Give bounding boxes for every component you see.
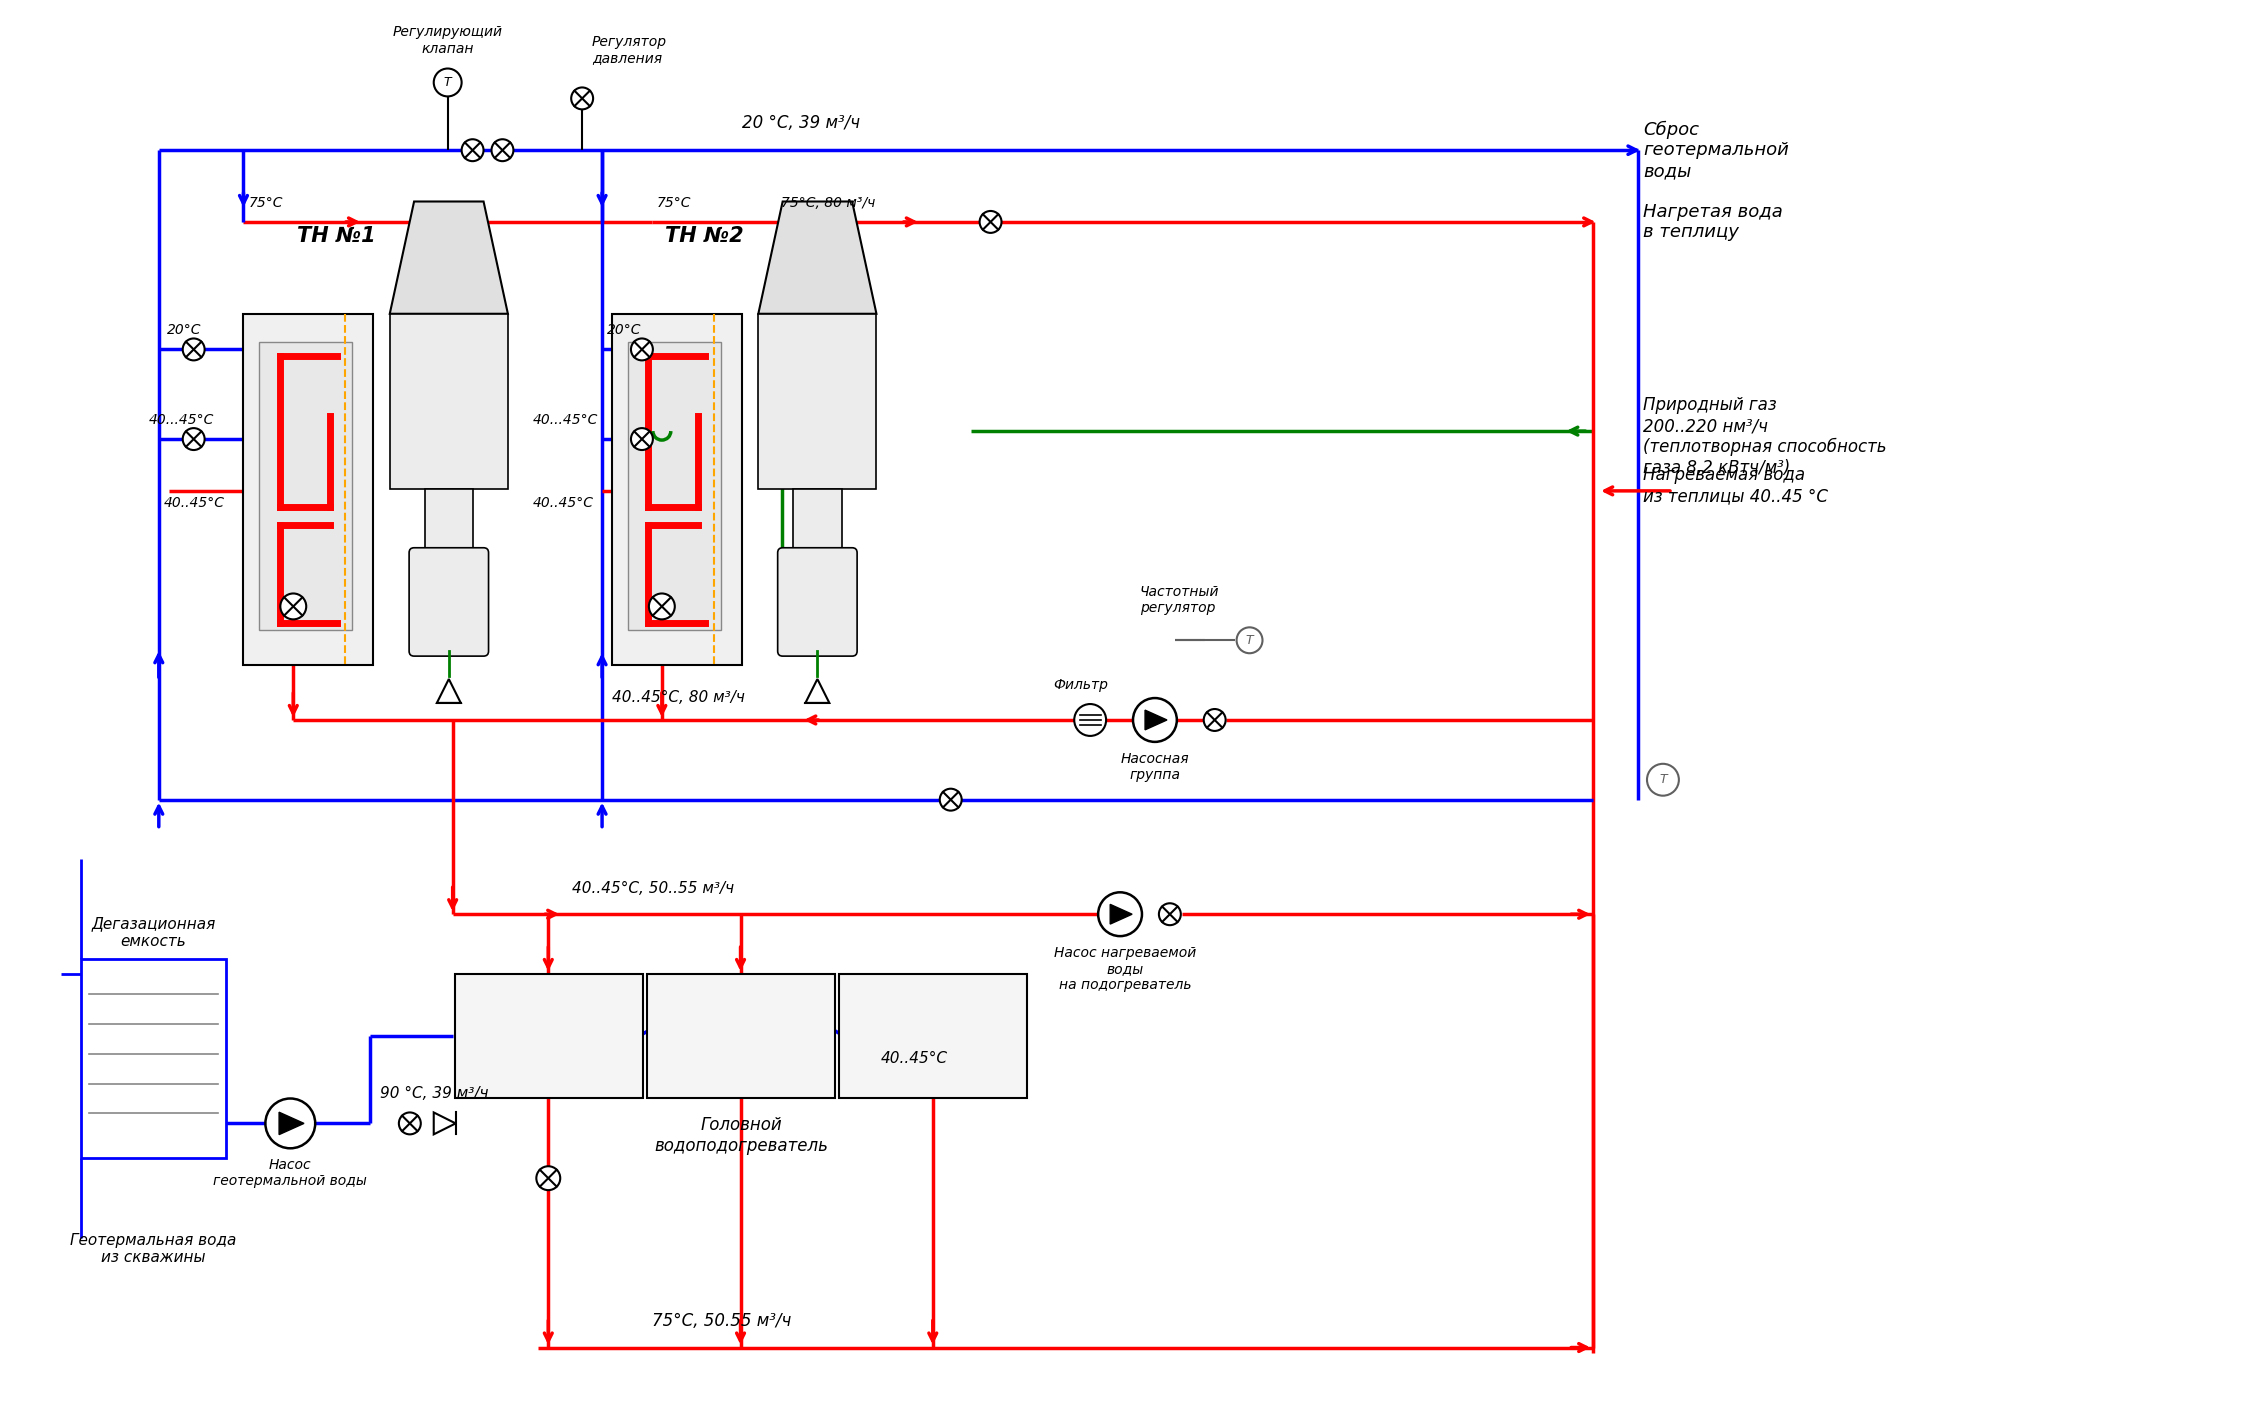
Text: Регулирующий
клапан: Регулирующий клапан — [392, 26, 503, 56]
Polygon shape — [1111, 904, 1132, 924]
FancyBboxPatch shape — [424, 490, 474, 553]
FancyBboxPatch shape — [243, 314, 374, 665]
Text: 20°C: 20°C — [608, 324, 642, 337]
Circle shape — [939, 788, 962, 811]
Text: 40..45°C, 50..55 м³/ч: 40..45°C, 50..55 м³/ч — [572, 881, 735, 897]
FancyBboxPatch shape — [82, 960, 225, 1158]
FancyBboxPatch shape — [778, 548, 857, 655]
Circle shape — [1236, 627, 1263, 653]
Text: Регулятор
давления: Регулятор давления — [592, 36, 667, 66]
Circle shape — [980, 211, 1002, 233]
Text: Насос нагреваемой
воды
на подогреватель: Насос нагреваемой воды на подогреватель — [1055, 947, 1195, 992]
FancyBboxPatch shape — [612, 314, 742, 665]
Text: 40..45°C, 80 м³/ч: 40..45°C, 80 м³/ч — [612, 690, 744, 705]
Circle shape — [1159, 904, 1182, 925]
Text: Природный газ
200..220 нм³/ч
(теплотворная способность
газа 8,2 кВтч/м³): Природный газ 200..220 нм³/ч (теплотворн… — [1642, 396, 1887, 477]
Polygon shape — [438, 680, 460, 703]
Polygon shape — [433, 1112, 456, 1134]
FancyBboxPatch shape — [794, 490, 841, 553]
Polygon shape — [390, 201, 508, 314]
Circle shape — [184, 338, 204, 360]
Text: 20 °C, 39 м³/ч: 20 °C, 39 м³/ч — [742, 114, 860, 133]
Text: T: T — [445, 76, 451, 89]
Text: Насос
геотермальной воды: Насос геотермальной воды — [213, 1158, 367, 1188]
Text: 40...45°C: 40...45°C — [150, 413, 213, 427]
FancyBboxPatch shape — [758, 314, 875, 490]
Text: 75°C, 80 м³/ч: 75°C, 80 м³/ч — [782, 196, 875, 210]
Text: 20°C: 20°C — [168, 324, 202, 337]
Circle shape — [572, 87, 594, 110]
Text: Дегазационная
емкость: Дегазационная емкость — [91, 917, 215, 950]
Text: Насосная
группа: Насосная группа — [1120, 753, 1188, 783]
Polygon shape — [279, 1112, 304, 1135]
FancyBboxPatch shape — [454, 974, 642, 1098]
Circle shape — [631, 428, 653, 450]
Text: Нагреваемая вода
из теплицы 40..45 °C: Нагреваемая вода из теплицы 40..45 °C — [1642, 467, 1828, 506]
Circle shape — [184, 428, 204, 450]
Circle shape — [631, 338, 653, 360]
Text: 40..45°C: 40..45°C — [533, 496, 594, 510]
Circle shape — [265, 1098, 315, 1148]
Circle shape — [1075, 704, 1107, 735]
Circle shape — [535, 1167, 560, 1190]
Text: 90 °C, 39 м³/ч: 90 °C, 39 м³/ч — [381, 1087, 488, 1101]
Circle shape — [1647, 764, 1678, 795]
Circle shape — [492, 140, 513, 161]
Circle shape — [463, 140, 483, 161]
Text: Частотный
регулятор: Частотный регулятор — [1141, 585, 1220, 615]
FancyBboxPatch shape — [408, 548, 488, 655]
FancyBboxPatch shape — [646, 974, 835, 1098]
Text: T: T — [1660, 773, 1667, 787]
FancyBboxPatch shape — [839, 974, 1027, 1098]
Polygon shape — [1145, 710, 1168, 730]
Text: ТН №2: ТН №2 — [665, 226, 744, 246]
Circle shape — [1134, 698, 1177, 743]
Text: Головной
водоподогреватель: Головной водоподогреватель — [655, 1117, 828, 1155]
Text: 75°C, 50.55 м³/ч: 75°C, 50.55 м³/ч — [651, 1311, 792, 1329]
Text: 75°C: 75°C — [249, 196, 284, 210]
Polygon shape — [805, 680, 830, 703]
FancyBboxPatch shape — [390, 314, 508, 490]
Text: Нагретая вода
в теплицу: Нагретая вода в теплицу — [1642, 203, 1783, 241]
Polygon shape — [758, 201, 875, 314]
Text: Сброс
геотермальной
воды: Сброс геотермальной воды — [1642, 120, 1789, 180]
Circle shape — [281, 594, 306, 620]
FancyBboxPatch shape — [259, 341, 352, 630]
Circle shape — [399, 1112, 422, 1134]
Text: 40..45°C: 40..45°C — [880, 1051, 948, 1067]
Text: T: T — [1245, 634, 1254, 647]
FancyBboxPatch shape — [628, 341, 721, 630]
Circle shape — [1098, 892, 1143, 937]
Text: 40...45°C: 40...45°C — [533, 413, 599, 427]
Circle shape — [1204, 710, 1225, 731]
Text: ТН №1: ТН №1 — [297, 226, 376, 246]
Text: Фильтр: Фильтр — [1052, 678, 1107, 693]
Circle shape — [649, 594, 676, 620]
Circle shape — [433, 69, 463, 97]
Text: 75°C: 75°C — [658, 196, 692, 210]
Text: 40..45°C: 40..45°C — [163, 496, 225, 510]
Text: Геотермальная вода
из скважины: Геотермальная вода из скважины — [70, 1232, 236, 1265]
